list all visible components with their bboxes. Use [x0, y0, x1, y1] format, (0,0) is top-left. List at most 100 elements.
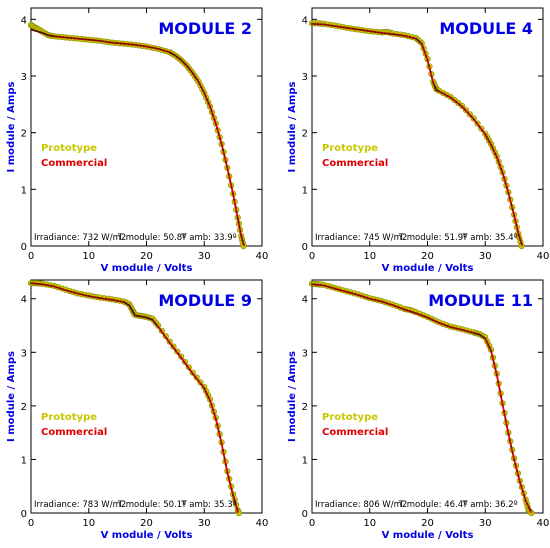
commercial-point — [34, 29, 37, 32]
y-axis-label: I module / Amps — [6, 351, 17, 442]
commercial-point — [175, 55, 178, 58]
commercial-point — [515, 224, 518, 226]
commercial-point — [73, 291, 76, 294]
commercial-point — [484, 337, 487, 340]
commercial-point — [56, 35, 58, 38]
commercial-point — [116, 42, 119, 45]
commercial-point — [478, 125, 481, 128]
commercial-point — [242, 242, 245, 245]
t-amb-label: T amb: 35.3º — [180, 500, 236, 510]
module-title: MODULE 11 — [428, 291, 533, 310]
t-module-label: T module: 50.1º — [117, 500, 186, 510]
commercial-point — [377, 31, 380, 34]
commercial-point — [495, 156, 498, 158]
commercial-point — [511, 208, 514, 211]
commercial-point — [434, 87, 437, 89]
commercial-point — [334, 25, 336, 28]
commercial-point — [406, 35, 409, 38]
commercial-point — [493, 361, 495, 364]
commercial-point — [123, 301, 126, 304]
commercial-point — [458, 328, 461, 331]
commercial-point — [58, 36, 61, 38]
commercial-point — [420, 42, 423, 45]
y-tick-label: 1 — [21, 185, 27, 196]
commercial-point — [514, 219, 517, 222]
commercial-point — [386, 302, 388, 305]
commercial-point — [210, 404, 213, 406]
commercial-point — [61, 36, 64, 39]
commercial-point — [351, 292, 354, 295]
commercial-point — [488, 346, 491, 349]
commercial-point — [455, 327, 458, 330]
commercial-point — [513, 214, 516, 217]
commercial-point — [212, 408, 214, 411]
commercial-point — [481, 129, 484, 132]
t-module-label: T module: 46.4º — [398, 500, 467, 510]
commercial-point — [510, 203, 513, 205]
commercial-point — [99, 297, 102, 300]
commercial-point — [47, 34, 50, 37]
commercial-point — [416, 38, 419, 41]
commercial-point — [464, 329, 466, 332]
x-tick-label: 40 — [256, 518, 269, 529]
commercial-point — [475, 121, 478, 124]
commercial-point — [446, 325, 449, 327]
commercial-point — [110, 41, 113, 44]
commercial-point — [433, 85, 436, 88]
commercial-point — [44, 33, 47, 35]
commercial-point — [313, 23, 316, 25]
commercial-point — [397, 306, 400, 309]
commercial-point — [67, 36, 70, 39]
commercial-point — [204, 390, 207, 393]
commercial-point — [380, 300, 383, 303]
commercial-point — [328, 24, 331, 27]
commercial-point — [325, 285, 328, 288]
commercial-point — [420, 314, 423, 317]
commercial-point — [126, 303, 129, 306]
commercial-point — [168, 51, 171, 54]
t-module-label: T module: 50.8º — [117, 233, 186, 243]
commercial-point — [339, 26, 342, 28]
commercial-point — [485, 136, 488, 138]
commercial-point — [474, 332, 477, 335]
commercial-point — [345, 26, 348, 29]
y-tick-label: 4 — [21, 295, 27, 306]
x-tick-label: 30 — [198, 251, 211, 262]
commercial-point — [135, 314, 138, 317]
commercial-point — [441, 323, 443, 325]
commercial-point — [90, 295, 93, 298]
commercial-point — [238, 225, 241, 228]
commercial-point — [51, 35, 54, 37]
commercial-point — [213, 413, 216, 416]
x-tick-label: 20 — [140, 251, 153, 262]
irradiance-label: Irradiance: 783 W/m2 — [34, 500, 126, 510]
commercial-point — [428, 64, 430, 67]
legend-commercial: Commercial — [41, 158, 107, 169]
commercial-point — [383, 301, 386, 304]
commercial-point — [438, 321, 440, 324]
commercial-point — [35, 30, 38, 33]
commercial-point — [174, 349, 177, 352]
commercial-point — [58, 287, 61, 290]
commercial-point — [99, 39, 102, 42]
commercial-point — [475, 332, 478, 335]
commercial-point — [371, 30, 374, 33]
commercial-point — [180, 356, 183, 359]
commercial-point — [311, 22, 313, 25]
commercial-point — [394, 305, 397, 308]
y-tick-label: 3 — [21, 348, 27, 359]
commercial-point — [105, 298, 107, 300]
commercial-point — [394, 33, 397, 36]
commercial-point — [157, 47, 159, 50]
y-axis-label: I module / Amps — [6, 82, 17, 173]
commercial-point — [64, 36, 67, 39]
x-tick-label: 10 — [82, 518, 95, 529]
y-tick-label: 0 — [302, 509, 308, 520]
module-title: MODULE 2 — [158, 19, 252, 38]
legend-prototype: Prototype — [41, 143, 97, 154]
irradiance-label: Irradiance: 806 W/m2 — [315, 500, 407, 510]
module-title: MODULE 4 — [439, 19, 533, 38]
commercial-point — [139, 315, 142, 318]
commercial-point — [180, 59, 183, 62]
commercial-point — [406, 309, 409, 312]
